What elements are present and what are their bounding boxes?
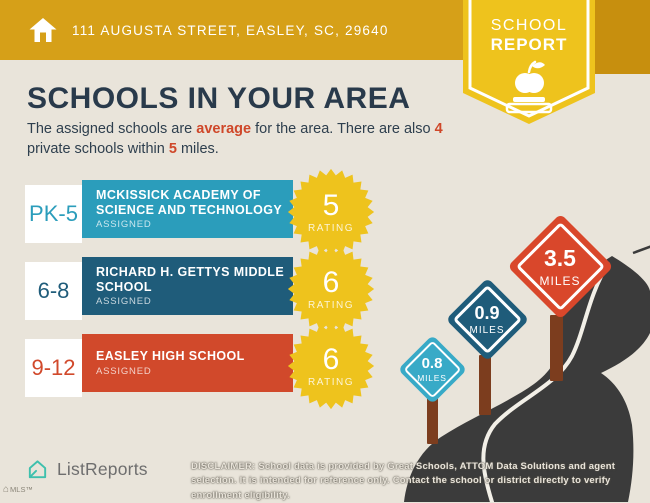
grade-range: 9-12 bbox=[25, 339, 82, 397]
mls-watermark: ⌂ MLS™ bbox=[3, 484, 33, 495]
distance-sign-label: 3.5 MILES bbox=[507, 213, 613, 319]
rating-burst: 6 RATING bbox=[287, 322, 375, 410]
distance-unit: MILES bbox=[469, 324, 505, 336]
school-row-elementary: PK-5 MCKISSICK ACADEMY OF SCIENCE AND TE… bbox=[25, 168, 385, 256]
page-title: SCHOOLS IN YOUR AREA bbox=[27, 82, 411, 115]
home-icon bbox=[28, 16, 58, 44]
pennant-shape bbox=[463, 0, 595, 124]
rating-value: 6 bbox=[322, 265, 340, 299]
highlight-radius: 5 bbox=[168, 140, 177, 157]
rating-label: RATING bbox=[307, 222, 355, 234]
rating-value: 6 bbox=[322, 342, 340, 376]
disclaimer-text: School data is provided by Great Schools… bbox=[191, 461, 616, 501]
summary-text: The assigned schools are average for the… bbox=[27, 121, 443, 157]
distance-sign-3.5: 3.5 MILES bbox=[506, 212, 614, 320]
distance-sign-0.8: 0.8 MILES bbox=[397, 334, 467, 404]
distance-sign-0.9: 0.9 MILES bbox=[445, 277, 529, 361]
school-name: MCKISSICK ACADEMY OF SCIENCE AND TECHNOL… bbox=[96, 187, 283, 217]
sign-post-mid bbox=[479, 355, 491, 415]
distance-sign-label: 0.9 MILES bbox=[445, 277, 529, 361]
badge-line1: SCHOOL bbox=[490, 17, 568, 34]
property-address: 111 AUGUSTA STREET, EASLEY, SC, 29640 bbox=[72, 22, 389, 38]
school-status: ASSIGNED bbox=[96, 296, 152, 308]
disclaimer-label: DISCLAIMER: bbox=[191, 461, 256, 472]
school-bar: MCKISSICK ACADEMY OF SCIENCE AND TECHNOL… bbox=[82, 180, 293, 238]
school-status: ASSIGNED bbox=[96, 219, 152, 231]
badge-line2: REPORT bbox=[490, 35, 568, 54]
highlight-count: 4 bbox=[434, 121, 443, 137]
ribbon-backing bbox=[593, 0, 650, 74]
distance-value: 0.8 bbox=[421, 355, 443, 372]
brand-name: ListReports bbox=[57, 459, 148, 479]
listreports-logo: ListReports bbox=[26, 458, 148, 481]
school-status: ASSIGNED bbox=[96, 365, 152, 377]
rating-burst: 6 RATING bbox=[287, 245, 375, 333]
school-bar: EASLEY HIGH SCHOOL ASSIGNED bbox=[82, 334, 293, 392]
grade-range: PK-5 bbox=[25, 185, 82, 243]
rating-label: RATING bbox=[307, 376, 355, 388]
distance-unit: MILES bbox=[539, 273, 581, 288]
school-row-middle: 6-8 RICHARD H. GETTYS MIDDLE SCHOOL ASSI… bbox=[25, 245, 385, 333]
distance-unit: MILES bbox=[417, 373, 447, 383]
disclaimer: DISCLAIMER: School data is provided by G… bbox=[191, 460, 647, 503]
road-centerline bbox=[481, 262, 610, 502]
listreports-house-icon bbox=[28, 460, 47, 479]
road-horizon-line bbox=[632, 245, 650, 255]
school-name: RICHARD H. GETTYS MIDDLE SCHOOL bbox=[96, 264, 285, 294]
rating-label: RATING bbox=[307, 299, 355, 311]
mls-watermark-text: MLS™ bbox=[10, 485, 33, 494]
sign-post-near bbox=[427, 398, 438, 444]
apple-on-book-icon bbox=[505, 60, 553, 114]
highlight-average: average bbox=[196, 121, 252, 137]
distance-value: 0.9 bbox=[474, 302, 500, 323]
school-report-badge: SCHOOL REPORT bbox=[463, 0, 595, 130]
mls-house-icon: ⌂ bbox=[3, 484, 10, 495]
distance-value: 3.5 bbox=[544, 244, 576, 271]
school-list: PK-5 MCKISSICK ACADEMY OF SCIENCE AND TE… bbox=[25, 168, 385, 411]
school-name: EASLEY HIGH SCHOOL bbox=[96, 349, 245, 364]
sign-post-far bbox=[550, 315, 563, 381]
rating-burst: 5 RATING bbox=[287, 168, 375, 256]
distance-sign-label: 0.8 MILES bbox=[397, 334, 467, 404]
school-row-high: 9-12 EASLEY HIGH SCHOOL ASSIGNED 6 RATIN… bbox=[25, 322, 385, 410]
school-bar: RICHARD H. GETTYS MIDDLE SCHOOL ASSIGNED bbox=[82, 257, 293, 315]
road-body bbox=[404, 256, 650, 502]
rating-value: 5 bbox=[322, 188, 340, 222]
grade-range: 6-8 bbox=[25, 262, 82, 320]
